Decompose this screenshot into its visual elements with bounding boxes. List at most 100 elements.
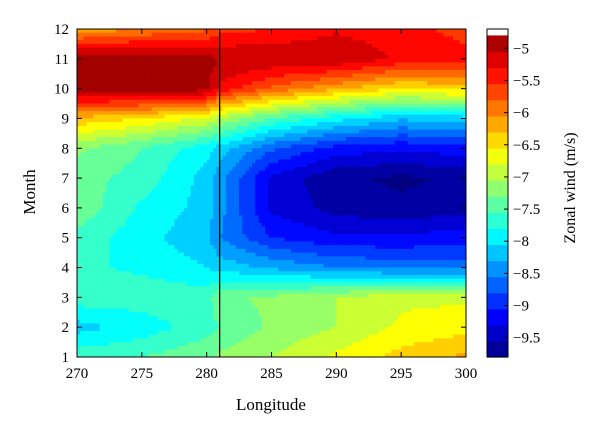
contour-cell bbox=[462, 133, 466, 138]
contour-cell bbox=[268, 40, 273, 45]
contour-cell bbox=[462, 163, 466, 168]
contour-cell bbox=[300, 159, 305, 164]
contour-cell bbox=[371, 55, 376, 60]
contour-cell bbox=[77, 103, 81, 108]
contour-cell bbox=[265, 125, 269, 131]
contour-cell bbox=[229, 140, 234, 146]
contour-cell bbox=[213, 77, 217, 82]
contour-cell bbox=[414, 118, 418, 123]
contour-cell bbox=[453, 58, 457, 64]
contour-cell bbox=[148, 88, 153, 93]
contour-cell bbox=[310, 88, 315, 93]
contour-cell bbox=[349, 166, 354, 172]
contour-cell bbox=[96, 77, 101, 82]
contour-cell bbox=[375, 163, 380, 168]
contour-cell bbox=[164, 148, 169, 153]
contour-cell bbox=[206, 77, 211, 82]
contour-cell bbox=[307, 73, 311, 79]
contour-cell bbox=[313, 166, 318, 172]
contour-cell bbox=[216, 47, 221, 52]
contour-cell bbox=[352, 133, 357, 138]
contour-cell bbox=[417, 122, 422, 127]
contour-cell bbox=[352, 170, 357, 175]
contour-cell bbox=[381, 122, 386, 127]
contour-cell bbox=[384, 92, 389, 97]
contour-cell bbox=[427, 43, 431, 49]
contour-cell bbox=[119, 159, 123, 164]
contour-cell bbox=[449, 125, 454, 131]
contour-cell bbox=[443, 47, 448, 52]
contour-cell bbox=[313, 163, 318, 168]
contour-cell bbox=[252, 32, 256, 38]
contour-cell bbox=[206, 159, 211, 164]
contour-cell bbox=[180, 88, 185, 93]
contour-cell bbox=[206, 51, 211, 56]
contour-cell bbox=[193, 125, 198, 131]
contour-cell bbox=[297, 103, 302, 108]
contour-cell bbox=[219, 58, 224, 64]
contour-cell bbox=[213, 51, 217, 56]
contour-cell bbox=[239, 62, 243, 67]
contour-cell bbox=[391, 125, 396, 131]
contour-cell bbox=[86, 81, 91, 86]
contour-cell bbox=[161, 129, 166, 134]
contour-cell bbox=[138, 51, 143, 56]
contour-cell bbox=[248, 84, 253, 90]
contour-cell bbox=[339, 77, 344, 82]
contour-cell bbox=[216, 103, 221, 108]
contour-cell bbox=[258, 159, 263, 164]
contour-cell bbox=[161, 96, 166, 101]
contour-cell bbox=[297, 133, 302, 138]
contour-cell bbox=[420, 70, 425, 75]
contour-cell bbox=[161, 36, 166, 41]
contour-cell bbox=[277, 43, 282, 49]
contour-cell bbox=[414, 99, 418, 105]
contour-cell bbox=[222, 47, 227, 52]
contour-cell bbox=[346, 32, 350, 38]
contour-cell bbox=[336, 152, 341, 157]
contour-cell bbox=[316, 29, 321, 34]
contour-cell bbox=[449, 73, 454, 79]
contour-cell bbox=[138, 29, 143, 34]
contour-cell bbox=[346, 77, 350, 82]
contour-cell bbox=[89, 144, 94, 149]
contour-cell bbox=[164, 163, 169, 168]
contour-cell bbox=[193, 81, 198, 86]
contour-cell bbox=[297, 77, 302, 82]
contour-cell bbox=[115, 148, 120, 153]
contour-cell bbox=[122, 47, 127, 52]
contour-cell bbox=[119, 62, 123, 67]
contour-cell bbox=[229, 111, 234, 116]
contour-cell bbox=[384, 103, 389, 108]
contour-cell bbox=[261, 36, 266, 41]
contour-cell bbox=[261, 152, 266, 157]
contour-cell bbox=[99, 155, 104, 161]
contour-cell bbox=[440, 36, 444, 41]
contour-cell bbox=[112, 125, 117, 131]
contour-cell bbox=[371, 170, 376, 175]
contour-cell bbox=[216, 40, 221, 45]
contour-cell bbox=[284, 148, 289, 153]
contour-cell bbox=[414, 32, 418, 38]
contour-cell bbox=[187, 148, 192, 153]
contour-cell bbox=[462, 152, 466, 157]
contour-cell bbox=[300, 66, 305, 71]
contour-cell bbox=[102, 29, 107, 34]
contour-cell bbox=[83, 155, 88, 161]
contour-cell bbox=[268, 125, 273, 131]
contour-cell bbox=[216, 99, 221, 105]
contour-cell bbox=[190, 81, 195, 86]
contour-cell bbox=[433, 118, 438, 123]
contour-cell bbox=[433, 152, 438, 157]
contour-cell bbox=[349, 122, 354, 127]
contour-cell bbox=[164, 43, 169, 49]
contour-cell bbox=[148, 55, 153, 60]
contour-cell bbox=[128, 47, 133, 52]
contour-cell bbox=[410, 96, 415, 101]
contour-cell bbox=[303, 129, 308, 134]
contour-cell bbox=[96, 159, 101, 164]
contour-cell bbox=[284, 159, 289, 164]
contour-cell bbox=[443, 84, 448, 90]
contour-cell bbox=[255, 163, 260, 168]
contour-cell bbox=[333, 88, 337, 93]
